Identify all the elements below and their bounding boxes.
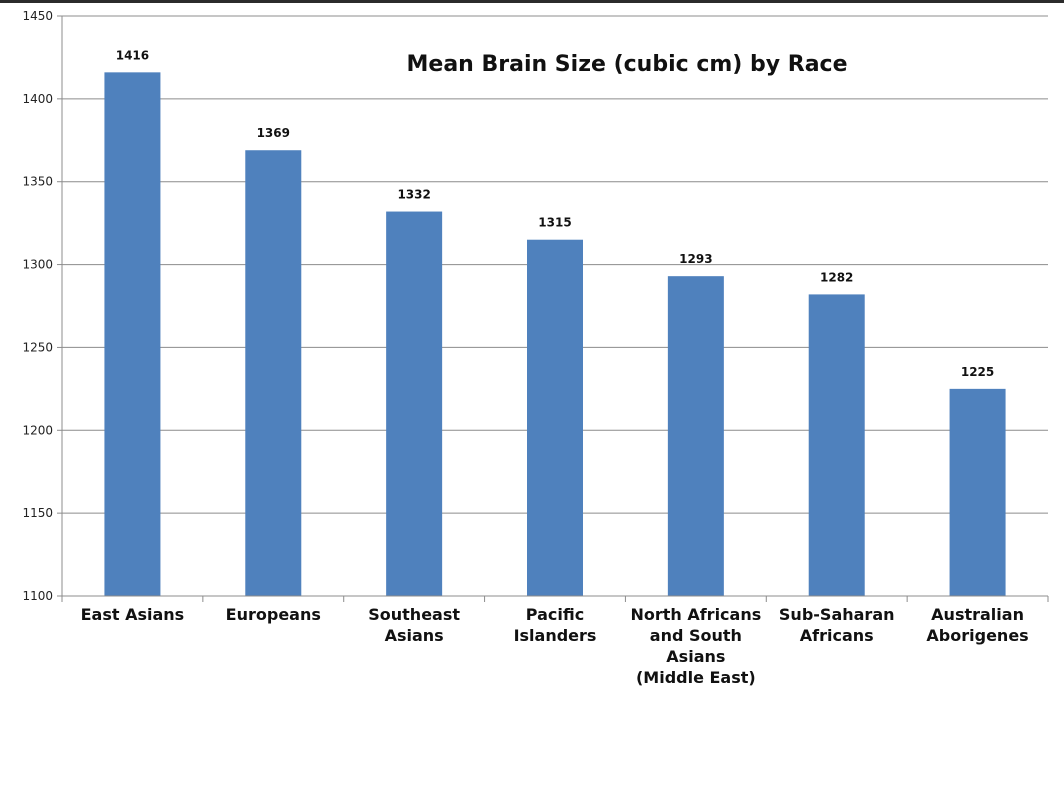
bars xyxy=(104,72,1006,597)
x-tick-label: East Asians xyxy=(81,605,185,624)
data-label: 1293 xyxy=(679,252,712,266)
data-label: 1282 xyxy=(820,270,853,284)
data-label: 1369 xyxy=(257,126,290,140)
y-tick-label: 1250 xyxy=(22,340,53,354)
y-tick-label: 1100 xyxy=(22,589,53,603)
y-tick-label: 1300 xyxy=(22,258,53,272)
bar xyxy=(667,276,724,596)
x-tick-label: Southeast Asians xyxy=(368,605,460,645)
data-label: 1225 xyxy=(961,365,994,379)
y-tick-label: 1200 xyxy=(22,423,53,437)
chart-title: Mean Brain Size (cubic cm) by Race xyxy=(407,52,848,77)
bar xyxy=(808,294,865,596)
data-label: 1315 xyxy=(538,216,571,230)
bar xyxy=(245,150,302,596)
y-tick-label: 1150 xyxy=(22,506,53,520)
bar xyxy=(949,388,1006,596)
y-tick-label: 1350 xyxy=(22,175,53,189)
data-label: 1332 xyxy=(397,188,430,202)
x-tick-label: North Africans and South Asians (Middle Eas… xyxy=(630,605,761,687)
x-axis: East Asians Europeans Southeast Asians Pacif… xyxy=(61,595,1049,687)
value-labels: 1416 1369 1332 1315 1293 1282 1225 xyxy=(116,48,995,379)
bar xyxy=(104,72,161,597)
y-tick-label: 1400 xyxy=(22,92,53,106)
x-tick-label: Australian Aborigenes xyxy=(926,605,1028,645)
y-axis: 1100 1150 1200 1250 1300 1350 1400 1450 xyxy=(22,9,63,603)
top-border xyxy=(0,0,1064,3)
x-tick-label: Sub-Saharan Africans xyxy=(779,605,895,645)
x-tick-label: Europeans xyxy=(226,605,321,624)
gridlines xyxy=(62,15,1048,514)
data-label: 1416 xyxy=(116,48,149,62)
x-tick-label: Pacific Islanders xyxy=(514,605,597,645)
bar xyxy=(527,239,583,596)
y-tick-label: 1450 xyxy=(22,9,53,23)
bar xyxy=(386,211,443,597)
